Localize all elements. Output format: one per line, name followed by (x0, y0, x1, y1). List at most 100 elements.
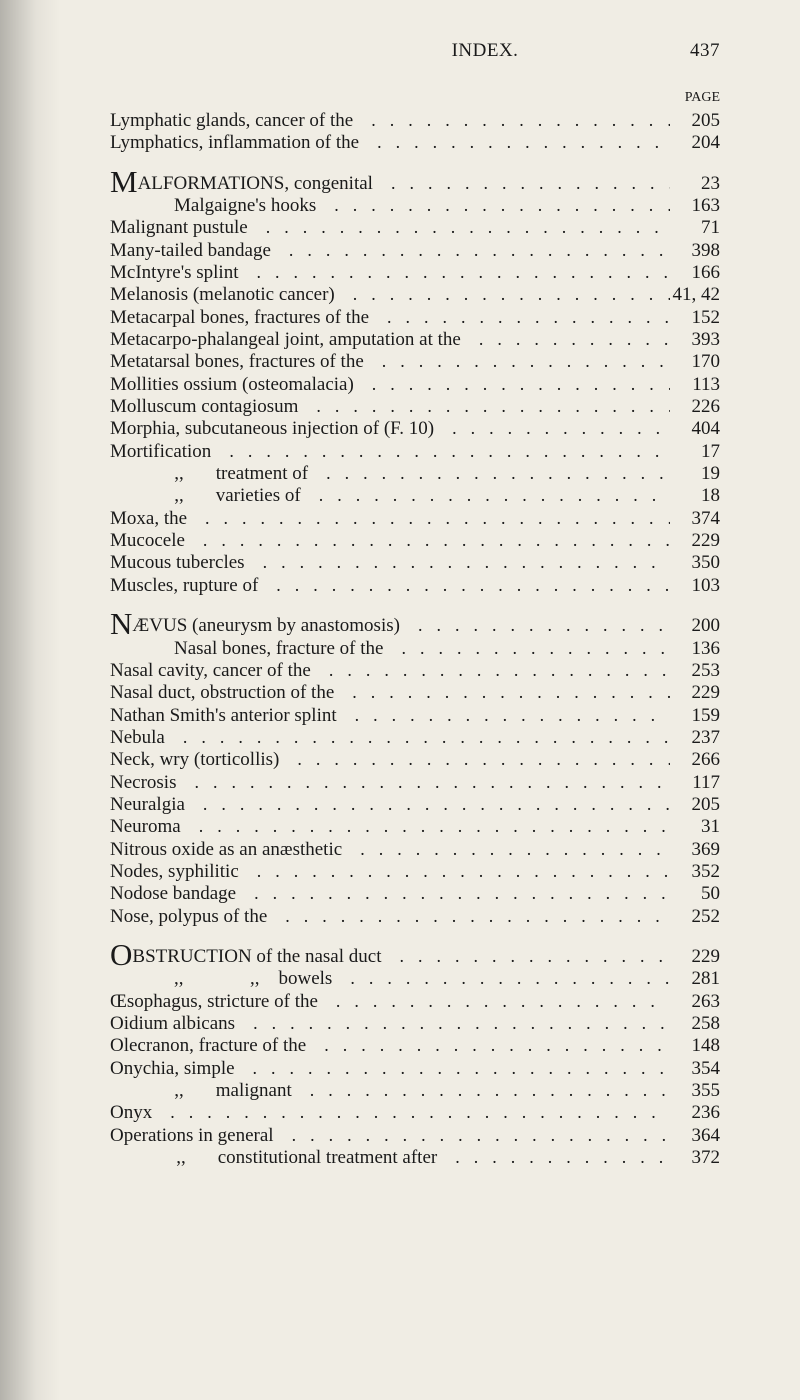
index-entry: Morphia, subcutaneous injection of (F. 1… (110, 418, 720, 440)
index-entry: Mucous tubercles........................… (110, 552, 720, 574)
entry-label: Nasal cavity, cancer of the (110, 660, 311, 682)
entry-page: 374 (670, 508, 720, 530)
entry-label: Mollities ossium (osteomalacia) (110, 374, 354, 396)
leader-dots: ........................................ (306, 1035, 670, 1056)
entry-page: 281 (670, 968, 720, 990)
index-entry: Mollities ossium (osteomalacia).........… (110, 374, 720, 396)
leader-dots: ........................................ (434, 418, 670, 439)
entry-page: 41, 42 (670, 284, 720, 306)
entry-page: 229 (670, 530, 720, 552)
index-entry: Molluscum contagiosum...................… (110, 396, 720, 418)
entry-page: 393 (670, 329, 720, 351)
index-entry: Onyx....................................… (110, 1102, 720, 1124)
index-entry: MALFORMATIONS, congenital...............… (110, 173, 720, 195)
entry-label: Neck, wry (torticollis) (110, 749, 279, 771)
entry-label: Muscles, rupture of (110, 575, 258, 597)
entry-page: 404 (670, 418, 720, 440)
leader-dots: ........................................ (337, 705, 670, 726)
leader-dots: ........................................ (211, 441, 670, 462)
entry-label: Metacarpal bones, fractures of the (110, 307, 369, 329)
entry-page: 103 (670, 575, 720, 597)
leader-dots: ........................................ (279, 749, 670, 770)
index-entry: Nodes, syphilitic.......................… (110, 861, 720, 883)
entry-label: Morphia, subcutaneous injection of (F. 1… (110, 418, 434, 440)
leader-dots: ........................................ (381, 946, 670, 967)
entry-label: Nodose bandage (110, 883, 236, 905)
leader-dots: ........................................ (461, 329, 670, 350)
leader-dots: ........................................ (373, 173, 670, 194)
entry-page: 50 (670, 883, 720, 905)
entry-page: 253 (670, 660, 720, 682)
entry-label: Nitrous oxide as an anæsthetic (110, 839, 342, 861)
leader-dots: ........................................ (267, 906, 670, 927)
entry-page: 166 (670, 262, 720, 284)
index-entry: NÆVUS (aneurysm by anastomosis).........… (110, 615, 720, 637)
entry-page: 19 (670, 463, 720, 485)
entry-page: 354 (670, 1058, 720, 1080)
index-entry: Mucocele................................… (110, 530, 720, 552)
leader-dots: ........................................ (187, 508, 670, 529)
entry-page: 18 (670, 485, 720, 507)
entry-label: Nose, polypus of the (110, 906, 267, 928)
entry-page: 236 (670, 1102, 720, 1124)
index-body: Lymphatic glands, cancer of the.........… (110, 110, 720, 1169)
leader-dots: ........................................ (271, 240, 670, 261)
entry-page: 31 (670, 816, 720, 838)
entry-label: Necrosis (110, 772, 176, 794)
entry-label: Molluscum contagiosum (110, 396, 298, 418)
leader-dots: ........................................ (248, 217, 670, 238)
entry-label: Mortification (110, 441, 211, 463)
leader-dots: ........................................ (274, 1125, 670, 1146)
entry-label: Nathan Smith's anterior splint (110, 705, 337, 727)
leader-dots: ........................................ (236, 883, 670, 904)
index-entry: Nathan Smith's anterior splint..........… (110, 705, 720, 727)
index-entry: ,, treatment of.........................… (110, 463, 720, 485)
entry-page: 200 (670, 615, 720, 637)
entry-label: Metacarpo-phalangeal joint, amputation a… (110, 329, 461, 351)
entry-label: Olecranon, fracture of the (110, 1035, 306, 1057)
entry-page: 113 (670, 374, 720, 396)
entry-page: 237 (670, 727, 720, 749)
entry-page: 163 (670, 195, 720, 217)
entry-label: ,, constitutional treatment after (110, 1147, 437, 1169)
entry-label: Nasal duct, obstruction of the (110, 682, 334, 704)
entry-label: ,, varieties of (110, 485, 301, 507)
entry-page: 263 (670, 991, 720, 1013)
entry-label: Lymphatic glands, cancer of the (110, 110, 353, 132)
entry-page: 355 (670, 1080, 720, 1102)
entry-page: 204 (670, 132, 720, 154)
entry-page: 23 (670, 173, 720, 195)
leader-dots: ........................................ (298, 396, 670, 417)
index-entry: Nasal duct, obstruction of the..........… (110, 682, 720, 704)
index-entry: Œsophagus, stricture of the.............… (110, 991, 720, 1013)
leader-dots: ........................................ (437, 1147, 670, 1168)
entry-label: Metatarsal bones, fractures of the (110, 351, 364, 373)
leader-dots: ........................................ (311, 660, 670, 681)
entry-page: 252 (670, 906, 720, 928)
leader-dots: ........................................ (353, 110, 670, 131)
index-entry: Olecranon, fracture of the..............… (110, 1035, 720, 1057)
entry-label: Œsophagus, stricture of the (110, 991, 318, 1013)
entry-page: 117 (670, 772, 720, 794)
entry-label: Many-tailed bandage (110, 240, 271, 262)
leader-dots: ........................................ (318, 991, 670, 1012)
entry-label: Lymphatics, inflammation of the (110, 132, 359, 154)
page-number: 437 (690, 40, 720, 62)
leader-dots: ........................................ (152, 1102, 670, 1123)
entry-page: 398 (670, 240, 720, 262)
entry-label: OBSTRUCTION of the nasal duct (110, 946, 381, 968)
index-entry: McIntyre's splint.......................… (110, 262, 720, 284)
index-title: INDEX. (110, 40, 690, 62)
entry-label: McIntyre's splint (110, 262, 239, 284)
index-entry: Nose, polypus of the....................… (110, 906, 720, 928)
index-entry: Lymphatics, inflammation of the.........… (110, 132, 720, 154)
index-entry: Nitrous oxide as an anæsthetic..........… (110, 839, 720, 861)
index-entry: Metacarpal bones, fractures of the......… (110, 307, 720, 329)
leader-dots: ........................................ (185, 530, 670, 551)
page-column-label: PAGE (110, 90, 720, 106)
leader-dots: ........................................ (165, 727, 670, 748)
entry-label: ,, ,, bowels (110, 968, 332, 990)
entry-page: 229 (670, 682, 720, 704)
entry-page: 152 (670, 307, 720, 329)
index-entry: Mortification...........................… (110, 441, 720, 463)
